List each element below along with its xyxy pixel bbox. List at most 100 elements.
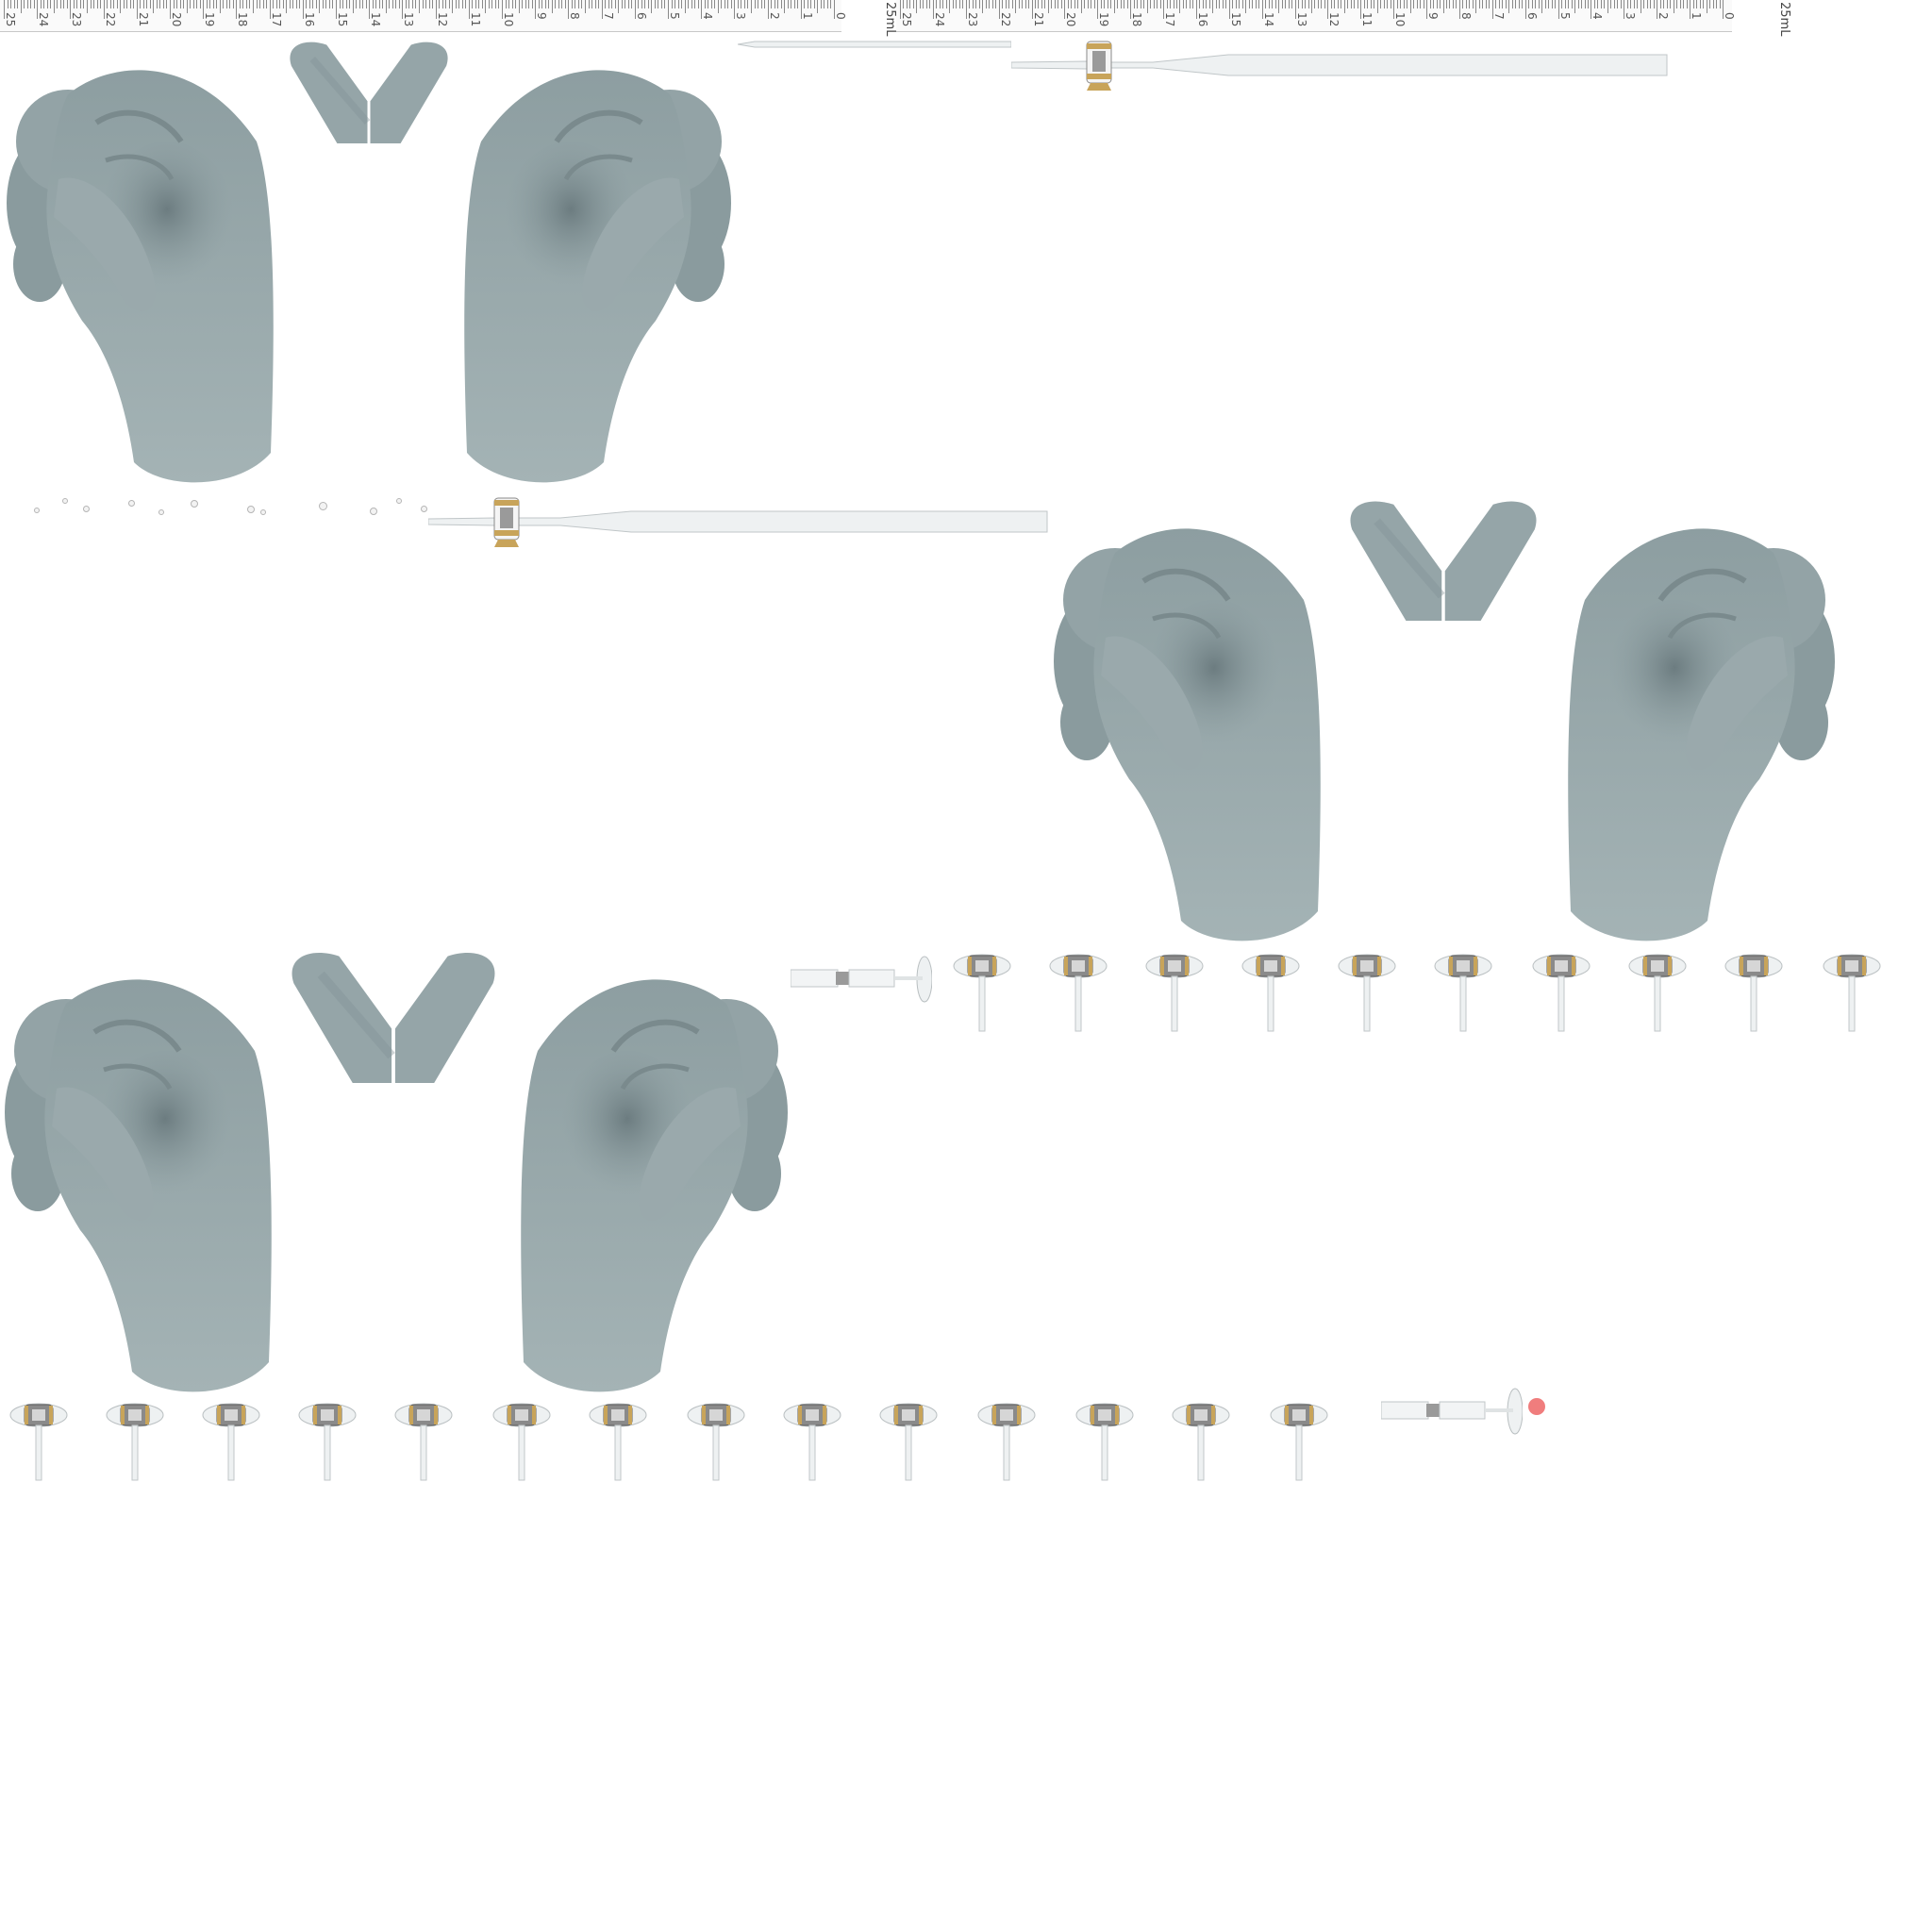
ruler-tick [292,0,294,8]
ruler-label: 18 [1130,12,1144,27]
ruler-label: 2 [1657,12,1671,20]
stopcock-frame [781,1400,843,1483]
ruler-tick [1192,0,1194,8]
ruler-tick [465,0,467,8]
ruler-tick [1005,0,1007,8]
ruler-tick [544,0,546,8]
ruler-tick [952,0,954,8]
ruler-tick [472,0,474,8]
ruler-tick [1495,0,1497,8]
ruler-tick [26,0,28,8]
ruler-tick [631,0,633,8]
stopcock-frame [1268,1400,1330,1483]
ruler-label: 11 [468,12,482,27]
ruler-tick [1604,0,1606,8]
ruler-tick [1692,0,1694,8]
ruler-tick [286,0,288,13]
ruler-tick [491,0,493,8]
ruler-label: 5 [1557,12,1572,20]
ruler-tick [1387,0,1389,8]
burette-middle [428,491,1051,551]
ruler-tick [325,0,327,8]
ruler-tick [1370,0,1372,8]
ruler-tick [1278,0,1280,13]
ruler-tick [1120,0,1122,8]
ruler-tick [1489,0,1491,8]
ruler-tick [1600,0,1602,8]
ruler-tick [1498,0,1500,8]
ruler-tick [1202,0,1204,8]
ruler-tick [900,0,901,19]
ruler-tick [936,0,938,8]
ruler-tick [142,0,144,8]
ruler-tick [558,0,559,8]
ruler-tick [1396,0,1398,8]
ruler-tick [505,0,507,8]
ruler-label: 4 [1591,12,1605,20]
ruler-tick [618,0,620,13]
ruler-label: 12 [435,12,449,27]
ruler-tick [1508,0,1510,13]
ruler-tick [830,0,832,8]
ruler-tick [834,0,835,19]
ruler-tick [605,0,607,8]
ruler-tick [591,0,593,8]
stopcock-side-1 [791,951,932,1011]
ruler-tick [308,0,310,8]
ruler-tick [714,0,716,8]
ruler-tick [389,0,391,8]
stopcock-frame [1723,951,1785,1034]
ruler-tick [1472,0,1474,8]
ruler-tick [1281,0,1283,8]
ruler-tick [903,0,905,8]
pipette-short [738,38,1011,51]
ruler-tick [391,0,393,8]
ruler-tick [87,0,88,13]
stopcock-side-2 [1381,1383,1523,1443]
ruler-tick [664,0,666,8]
ruler-tick [1041,0,1042,8]
ruler-tick [1610,0,1612,8]
ruler-tick [1613,0,1615,8]
v-shape-1 [283,38,455,143]
ruler-tick [186,0,188,13]
ruler-tick [365,0,367,8]
hand-left-2 [1049,496,1332,949]
ruler-tick [93,0,95,8]
ruler-tick [159,0,161,8]
ruler-tick [1248,0,1250,8]
ruler-tick [79,0,81,8]
ruler-tick [1653,0,1655,8]
ruler-tick [1663,0,1665,8]
ruler-tick [33,0,35,8]
ruler-label: 18 [236,12,250,27]
ruler-tick [571,0,573,8]
ruler-tick [1104,0,1106,8]
ruler-tick [90,0,92,8]
ruler-label: 20 [170,12,183,27]
ruler-tick [956,0,958,8]
ruler-tick [614,0,616,8]
ruler-tick [684,0,686,13]
ruler-tick [162,0,164,8]
ruler-tick [192,0,194,8]
ruler-tick [810,0,812,8]
ruler-label: 1 [1690,12,1704,20]
ruler-tick [176,0,178,8]
ruler-tick [1159,0,1161,8]
ruler-tick [1458,0,1460,19]
ruler-label: 19 [203,12,217,27]
ruler-tick [923,0,924,8]
ruler-tick [37,0,39,19]
ruler-tick [166,0,168,8]
stopcock-frame [951,951,1013,1034]
ruler-tick [528,0,530,8]
ruler-tick [448,0,450,8]
ruler-tick [1376,0,1378,13]
stopcock-frame [877,1400,940,1483]
ruler-tick [1071,0,1073,8]
ruler-tick [398,0,400,8]
ruler-label: 14 [369,12,383,27]
ruler-tick [1360,0,1362,19]
ruler-label: 7 [601,12,615,20]
